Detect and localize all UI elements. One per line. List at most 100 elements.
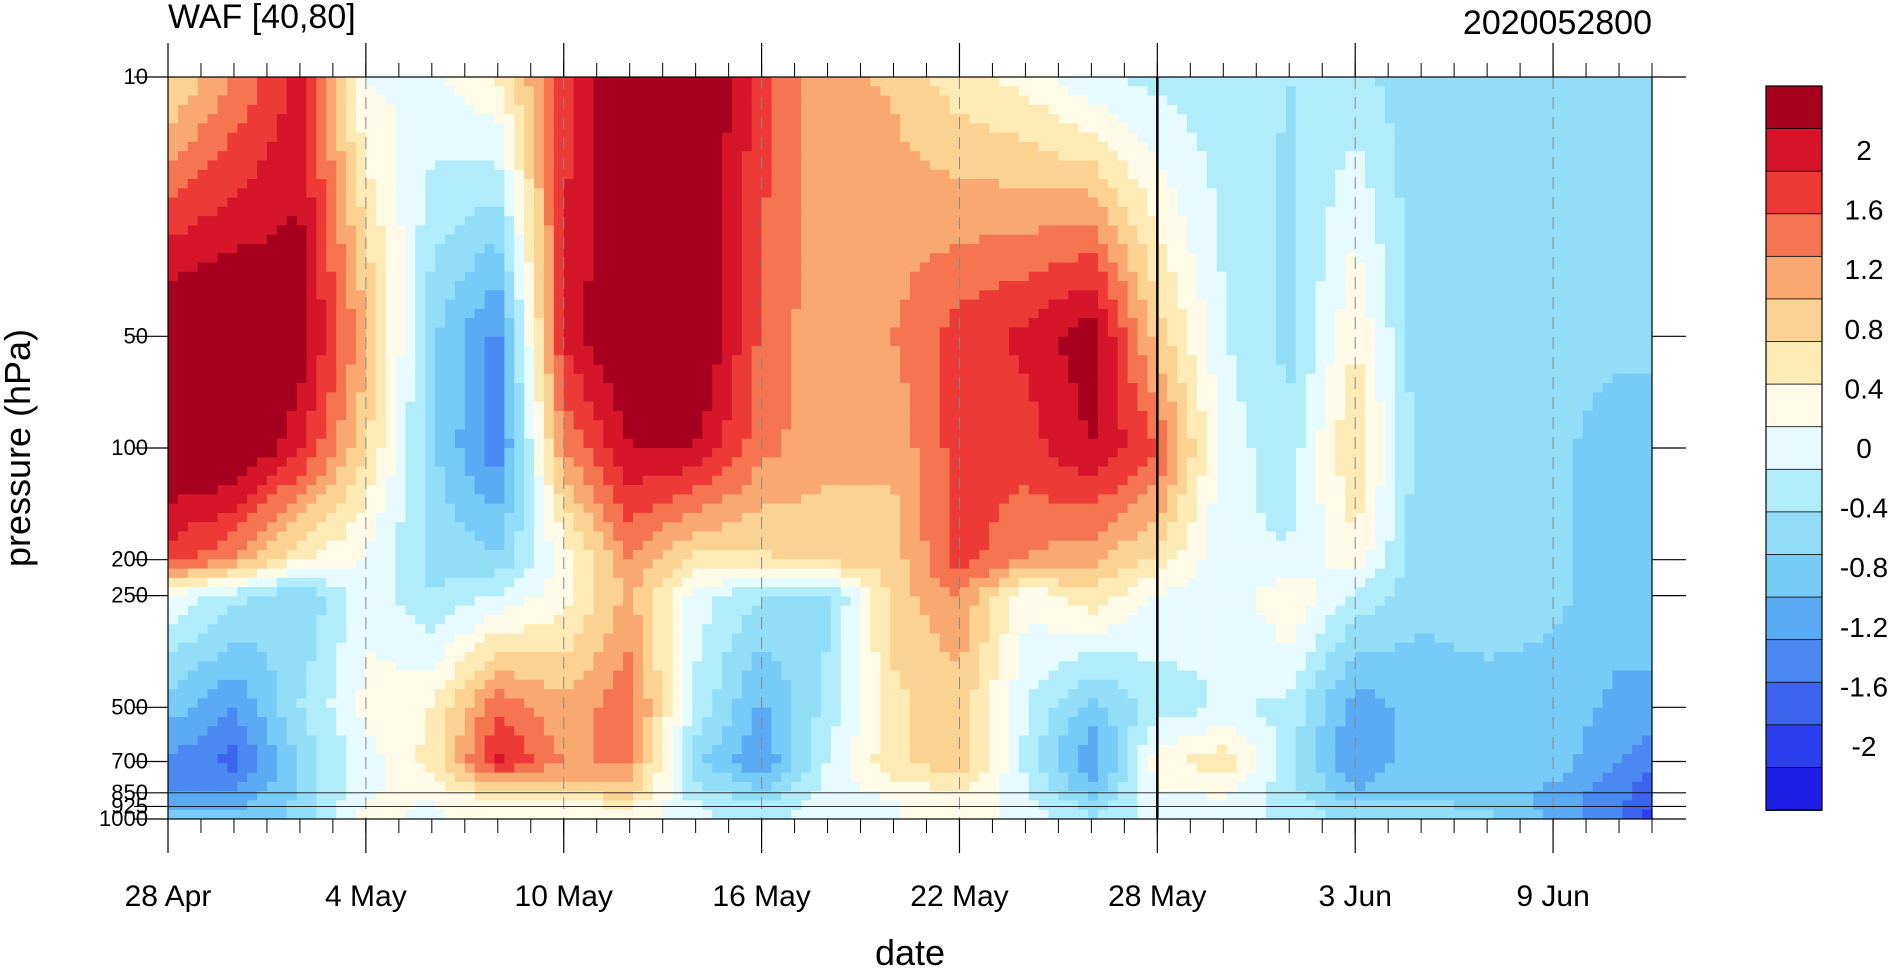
- field-cell: [1295, 290, 1307, 301]
- field-cell: [1285, 364, 1297, 375]
- field-cell: [276, 169, 288, 180]
- field-cell: [1464, 262, 1475, 273]
- field-cell: [1226, 299, 1238, 310]
- field-cell: [266, 253, 278, 264]
- field-cell: [1454, 197, 1465, 208]
- field-cell: [296, 169, 308, 180]
- field-cell: [662, 290, 674, 301]
- field-cell: [900, 206, 911, 217]
- field-cell: [1078, 308, 1089, 319]
- field-cell: [1068, 281, 1079, 291]
- field-cell: [1097, 160, 1109, 171]
- field-cell: [801, 86, 812, 97]
- field-cell: [593, 318, 604, 329]
- field-cell: [1493, 355, 1505, 366]
- field-cell: [1008, 123, 1020, 134]
- field-cell: [1622, 160, 1633, 171]
- field-cell: [910, 299, 921, 310]
- field-cell: [266, 216, 278, 227]
- field-cell: [840, 86, 852, 97]
- field-cell: [1572, 216, 1584, 227]
- field-cell: [939, 262, 951, 273]
- field-cell: [1018, 197, 1030, 208]
- field-cell: [1533, 216, 1544, 227]
- field-cell: [534, 327, 545, 338]
- field-cell: [247, 206, 258, 217]
- field-cell: [276, 179, 288, 189]
- field-cell: [1424, 225, 1435, 236]
- field-cell: [474, 132, 486, 143]
- field-cell: [870, 327, 881, 338]
- field-cell: [1325, 364, 1337, 375]
- field-cell: [286, 281, 298, 291]
- field-cell: [840, 206, 852, 217]
- field-cell: [1305, 114, 1317, 124]
- field-cell: [168, 327, 179, 338]
- field-cell: [425, 373, 436, 384]
- field-cell: [910, 216, 921, 227]
- field-cell: [365, 188, 377, 199]
- field-cell: [652, 86, 664, 97]
- field-cell: [613, 114, 624, 124]
- field-cell: [336, 225, 347, 236]
- field-cell: [1454, 216, 1465, 227]
- field-cell: [1068, 327, 1079, 338]
- field-cell: [1374, 151, 1386, 162]
- field-cell: [830, 151, 842, 162]
- field-cell: [741, 141, 753, 152]
- field-cell: [741, 299, 753, 310]
- field-cell: [682, 299, 693, 310]
- field-cell: [1642, 299, 1652, 310]
- field-cell: [722, 243, 733, 254]
- field-cell: [959, 345, 970, 356]
- field-cell: [939, 123, 951, 134]
- field-cell: [1107, 151, 1119, 162]
- field-cell: [1424, 77, 1435, 87]
- field-cell: [514, 104, 525, 115]
- field-cell: [890, 123, 901, 134]
- field-cell: [860, 114, 872, 124]
- field-cell: [1038, 355, 1050, 366]
- field-cell: [811, 290, 822, 301]
- field-cell: [652, 243, 664, 254]
- field-cell: [1216, 95, 1228, 106]
- field-cell: [1256, 308, 1267, 319]
- field-cell: [563, 188, 575, 199]
- field-cell: [781, 364, 792, 375]
- field-cell: [1107, 179, 1119, 189]
- field-cell: [632, 141, 644, 152]
- field-cell: [999, 179, 1010, 189]
- field-cell: [454, 114, 466, 124]
- field-cell: [435, 318, 446, 329]
- field-cell: [1097, 318, 1109, 329]
- field-cell: [1167, 364, 1178, 375]
- field-cell: [306, 86, 317, 97]
- field-cell: [1365, 364, 1376, 375]
- field-cell: [1177, 243, 1188, 254]
- field-cell: [494, 95, 505, 106]
- field-cell: [1454, 234, 1465, 245]
- field-cell: [593, 77, 604, 87]
- field-cell: [900, 345, 911, 356]
- field-cell: [168, 355, 179, 366]
- field-cell: [1434, 95, 1445, 106]
- field-cell: [880, 160, 891, 171]
- field-cell: [1394, 95, 1406, 106]
- field-cell: [1612, 327, 1623, 338]
- field-cell: [1187, 299, 1198, 310]
- field-cell: [306, 197, 317, 208]
- field-cell: [316, 373, 327, 384]
- field-cell: [1305, 327, 1317, 338]
- field-cell: [1454, 355, 1465, 366]
- field-cell: [860, 188, 872, 199]
- field-cell: [1266, 243, 1277, 254]
- field-cell: [375, 95, 387, 106]
- field-cell: [415, 188, 426, 199]
- field-cell: [761, 243, 773, 254]
- field-cell: [1602, 132, 1614, 143]
- field-cell: [1167, 327, 1178, 338]
- field-cell: [692, 114, 703, 124]
- field-cell: [346, 364, 357, 375]
- field-cell: [266, 281, 278, 291]
- field-cell: [286, 104, 298, 115]
